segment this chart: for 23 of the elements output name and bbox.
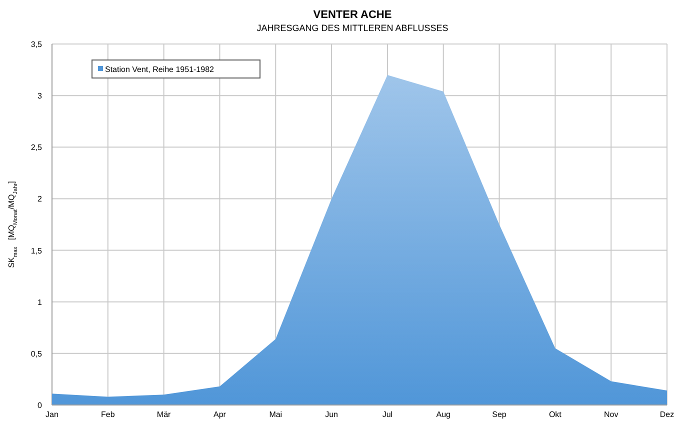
- y-tick-label: 2,5: [30, 143, 43, 152]
- x-tick-label: Apr: [214, 410, 226, 419]
- x-tick-label: Nov: [604, 410, 618, 419]
- y-tick-label: 2: [38, 194, 43, 204]
- x-tick-label: Dez: [660, 410, 674, 419]
- x-tick-label: Feb: [101, 410, 116, 419]
- x-tick-label: Mai: [269, 410, 282, 419]
- y-tick-label: 3,5: [30, 40, 43, 49]
- x-tick-label: Jan: [46, 410, 58, 419]
- y-tick-label: 3: [38, 92, 43, 101]
- chart-subtitle: JAHRESGANG DES MITTLEREN ABFLUSSES: [256, 23, 448, 33]
- x-tick-label: Aug: [436, 410, 450, 419]
- x-tick-label: Jul: [382, 410, 393, 419]
- x-tick-label: Mär: [156, 410, 172, 419]
- y-tick-label: 1,5: [30, 246, 43, 256]
- x-tick-label: Okt: [548, 410, 562, 419]
- x-tick-label: Jun: [325, 410, 338, 419]
- chart-title: VENTER ACHE: [313, 9, 392, 21]
- x-tick-label: Sep: [492, 410, 507, 419]
- y-tick-label: 0: [38, 401, 43, 410]
- legend-label: Station Vent, Reihe 1951-1982: [105, 65, 215, 74]
- y-tick-label: 0,5: [30, 349, 43, 358]
- y-tick-label: 1: [38, 298, 43, 307]
